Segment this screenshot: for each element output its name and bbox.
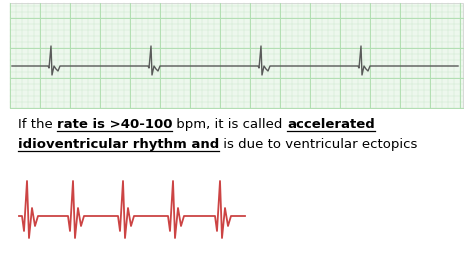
Text: idioventricular rhythm and: idioventricular rhythm and — [18, 138, 219, 151]
Text: accelerated: accelerated — [287, 118, 375, 131]
Bar — [10, 3, 463, 108]
Text: bpm, it is called: bpm, it is called — [173, 118, 287, 131]
Text: is due to ventricular ectopics: is due to ventricular ectopics — [219, 138, 418, 151]
Text: rate is >40-100: rate is >40-100 — [57, 118, 173, 131]
Text: If the: If the — [18, 118, 57, 131]
